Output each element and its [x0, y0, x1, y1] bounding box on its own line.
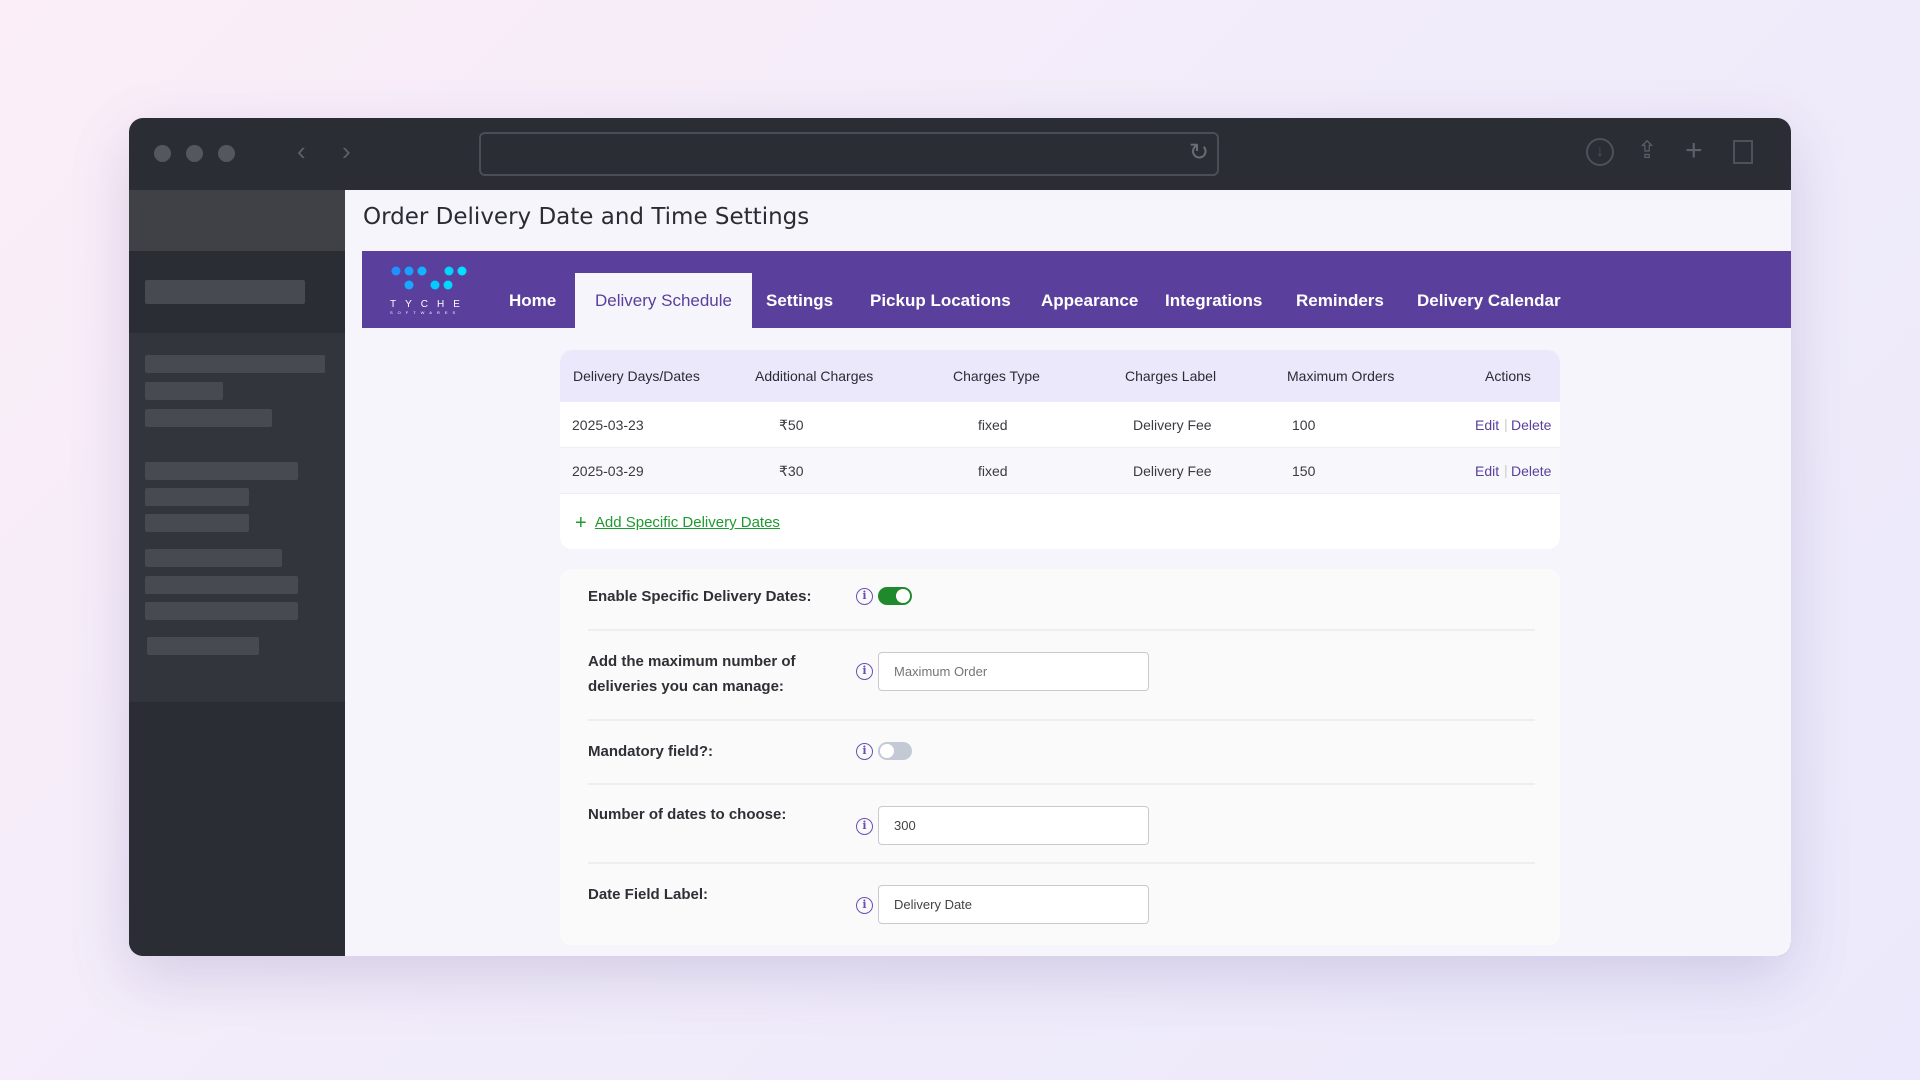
cell-max: 150: [1292, 463, 1316, 479]
minimize-window-dot[interactable]: [186, 145, 203, 162]
tab-integrations[interactable]: Integrations: [1165, 291, 1263, 310]
new-tab-icon[interactable]: +: [1685, 134, 1703, 167]
reload-icon[interactable]: ↻: [1188, 139, 1209, 166]
cell-date: 2025-03-23: [572, 417, 644, 433]
tyche-logo: TYCHE SOFTWARES: [390, 265, 472, 315]
action-divider: |: [1504, 462, 1508, 478]
browser-window: ‹ › ↻ ↓ ⇪ + Order Delivery Date and Time…: [129, 118, 1791, 956]
max-order-input[interactable]: [878, 652, 1149, 691]
edit-link[interactable]: Edit: [1475, 463, 1500, 479]
info-icon[interactable]: i: [856, 818, 873, 835]
cell-date: 2025-03-29: [572, 463, 644, 479]
table-row: 2025-03-29 ₹30 fixed Delivery Fee 150 Ed…: [560, 448, 1560, 494]
info-icon[interactable]: i: [856, 897, 873, 914]
table-row: 2025-03-23 ₹50 fixed Delivery Fee 100 Ed…: [560, 402, 1560, 448]
tab-delivery-calendar[interactable]: Delivery Calendar: [1417, 291, 1561, 310]
forward-icon[interactable]: ›: [342, 136, 351, 166]
mandatory-toggle[interactable]: [878, 742, 912, 760]
plugin-nav: TYCHE SOFTWARES Home Delivery Schedule S…: [362, 251, 1791, 328]
sidebar-item[interactable]: [145, 409, 272, 427]
date-field-label: Date Field Label:: [588, 886, 709, 903]
download-icon[interactable]: ↓: [1586, 138, 1614, 166]
table-header: Delivery Days/Dates Additional Charges C…: [560, 350, 1560, 402]
sidebar-item[interactable]: [145, 576, 298, 594]
column-header: Delivery Days/Dates: [573, 368, 700, 384]
max-deliveries-label-2: deliveries you can manage:: [588, 678, 784, 695]
main-content: Order Delivery Date and Time Settings TY…: [345, 190, 1791, 956]
sidebar-item[interactable]: [145, 602, 298, 620]
cell-charge: ₹50: [779, 417, 804, 433]
column-header: Actions: [1485, 368, 1531, 384]
tab-appearance[interactable]: Appearance: [1041, 291, 1139, 310]
sidebar-item[interactable]: [145, 514, 249, 532]
sidebar: [129, 190, 345, 956]
close-window-dot[interactable]: [154, 145, 171, 162]
info-icon[interactable]: i: [856, 588, 873, 605]
cell-label: Delivery Fee: [1133, 463, 1212, 479]
delete-link[interactable]: Delete: [1511, 463, 1552, 479]
tab-reminders[interactable]: Reminders: [1296, 291, 1384, 310]
sidebar-item[interactable]: [145, 488, 249, 506]
share-icon[interactable]: ⇪: [1637, 137, 1658, 164]
info-icon[interactable]: i: [856, 743, 873, 760]
plus-icon: +: [575, 512, 587, 534]
tabs-overview-icon[interactable]: [1733, 140, 1753, 164]
back-icon[interactable]: ‹: [297, 136, 306, 166]
tab-delivery-schedule[interactable]: Delivery Schedule: [575, 273, 752, 328]
delete-link[interactable]: Delete: [1511, 417, 1552, 433]
specific-dates-table: Delivery Days/Dates Additional Charges C…: [560, 350, 1560, 549]
num-dates-label: Number of dates to choose:: [588, 806, 787, 823]
cell-label: Delivery Fee: [1133, 417, 1212, 433]
column-header: Charges Type: [953, 368, 1040, 384]
max-deliveries-label: Add the maximum number of: [588, 653, 796, 670]
enable-dates-label: Enable Specific Delivery Dates:: [588, 588, 812, 605]
sidebar-item[interactable]: [145, 549, 282, 567]
add-link-text[interactable]: Add Specific Delivery Dates: [594, 514, 780, 531]
date-field-label-input[interactable]: [878, 885, 1149, 924]
action-divider: |: [1504, 416, 1508, 432]
column-header: Maximum Orders: [1287, 368, 1395, 384]
column-header: Additional Charges: [755, 368, 874, 384]
page-title: Order Delivery Date and Time Settings: [363, 204, 810, 230]
sidebar-item[interactable]: [145, 462, 298, 480]
sidebar-item[interactable]: [145, 382, 223, 400]
cell-charge: ₹30: [779, 463, 804, 479]
tab-settings[interactable]: Settings: [766, 291, 834, 310]
edit-link[interactable]: Edit: [1475, 417, 1500, 433]
tab-home[interactable]: Home: [509, 291, 557, 310]
mandatory-label: Mandatory field?:: [588, 743, 714, 760]
column-header: Charges Label: [1125, 368, 1217, 384]
sidebar-item[interactable]: [145, 355, 325, 373]
sidebar-item[interactable]: [147, 637, 259, 655]
address-bar[interactable]: ↻: [479, 132, 1219, 176]
logo-dots-icon: [391, 266, 467, 290]
cell-type: fixed: [978, 417, 1008, 433]
tab-pickup-locations[interactable]: Pickup Locations: [870, 291, 1011, 310]
maximize-window-dot[interactable]: [218, 145, 235, 162]
sidebar-item[interactable]: [145, 280, 305, 304]
num-dates-input[interactable]: [878, 806, 1149, 845]
add-specific-dates-link[interactable]: + Add Specific Delivery Dates: [575, 512, 780, 535]
cell-max: 100: [1292, 417, 1316, 433]
settings-card: Enable Specific Delivery Dates: i Add th…: [560, 569, 1560, 945]
enable-dates-toggle[interactable]: [878, 587, 912, 605]
info-icon[interactable]: i: [856, 663, 873, 680]
cell-type: fixed: [978, 463, 1008, 479]
